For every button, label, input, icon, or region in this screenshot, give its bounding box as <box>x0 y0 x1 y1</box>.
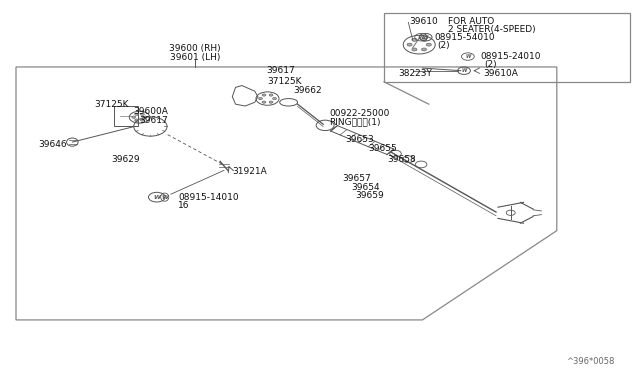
Text: 08915-14010: 08915-14010 <box>178 193 239 202</box>
Circle shape <box>407 43 412 46</box>
Circle shape <box>141 119 145 121</box>
Circle shape <box>422 48 427 51</box>
Text: FOR AUTO: FOR AUTO <box>448 17 494 26</box>
Text: W: W <box>461 68 467 73</box>
Text: 39629: 39629 <box>112 155 140 164</box>
Circle shape <box>412 38 417 41</box>
Text: 39653: 39653 <box>346 135 374 144</box>
Text: 39646: 39646 <box>38 140 67 149</box>
Text: 2 SEATER(4-SPEED): 2 SEATER(4-SPEED) <box>448 25 536 34</box>
Circle shape <box>143 116 147 118</box>
Text: 16: 16 <box>178 201 189 210</box>
Circle shape <box>141 113 145 115</box>
Text: 39658: 39658 <box>388 155 416 164</box>
Circle shape <box>422 38 427 41</box>
Circle shape <box>262 101 266 103</box>
Circle shape <box>262 94 266 96</box>
Text: 39662: 39662 <box>293 86 321 94</box>
Text: 08915-24010: 08915-24010 <box>481 52 541 61</box>
Circle shape <box>412 48 417 51</box>
Text: 39600 (RH): 39600 (RH) <box>170 44 221 53</box>
Text: 39601 (LH): 39601 (LH) <box>170 53 220 62</box>
Text: 39655: 39655 <box>369 144 397 153</box>
Text: W: W <box>465 54 470 59</box>
Circle shape <box>132 116 136 118</box>
Text: 39617: 39617 <box>140 116 168 125</box>
Text: 37125K: 37125K <box>268 77 302 86</box>
Circle shape <box>135 119 138 121</box>
Text: 39610: 39610 <box>410 17 438 26</box>
Circle shape <box>259 97 262 100</box>
Circle shape <box>135 113 138 115</box>
Circle shape <box>269 101 273 103</box>
Text: 00922-25000: 00922-25000 <box>330 109 390 118</box>
Text: (2): (2) <box>484 60 497 69</box>
Text: 31921A: 31921A <box>232 167 267 176</box>
Text: 39654: 39654 <box>352 183 380 192</box>
Text: 39659: 39659 <box>356 191 384 200</box>
Text: 37125K: 37125K <box>95 100 129 109</box>
Text: 39600A: 39600A <box>133 107 168 116</box>
Text: W: W <box>161 195 168 200</box>
Text: 08915-54010: 08915-54010 <box>434 33 495 42</box>
Text: W: W <box>154 195 160 200</box>
Circle shape <box>269 94 273 96</box>
Text: 39610A: 39610A <box>483 69 518 78</box>
Text: W: W <box>419 35 424 40</box>
Text: (2): (2) <box>437 41 450 49</box>
Text: 38223Y: 38223Y <box>398 69 432 78</box>
Text: W: W <box>423 35 428 40</box>
Circle shape <box>273 97 276 100</box>
Text: ^396*0058: ^396*0058 <box>566 357 614 366</box>
Text: 39617: 39617 <box>266 66 294 75</box>
Circle shape <box>426 43 431 46</box>
Text: 39657: 39657 <box>343 174 371 183</box>
Text: RINGリング(1): RINGリング(1) <box>330 117 381 126</box>
